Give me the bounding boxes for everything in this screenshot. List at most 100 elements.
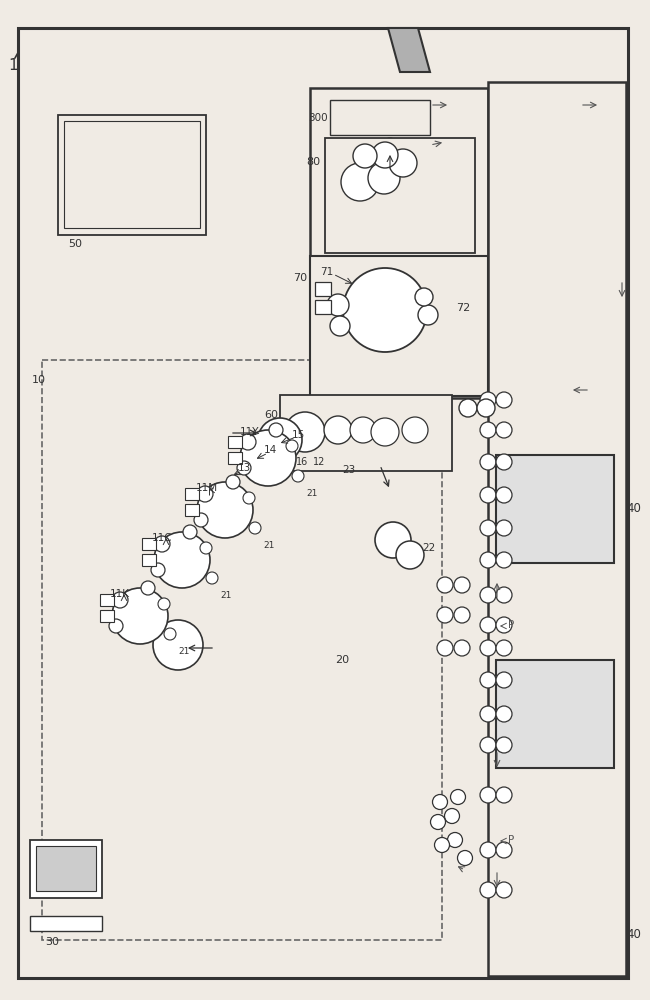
Circle shape <box>437 607 453 623</box>
Circle shape <box>480 672 496 688</box>
Text: 21: 21 <box>178 647 189 656</box>
Bar <box>64 121 200 228</box>
Text: 30: 30 <box>45 937 59 947</box>
Circle shape <box>496 587 512 603</box>
Circle shape <box>197 486 213 502</box>
Circle shape <box>496 454 512 470</box>
Text: 11K: 11K <box>110 589 130 599</box>
Circle shape <box>496 882 512 898</box>
Bar <box>330 100 430 135</box>
Circle shape <box>496 552 512 568</box>
Text: 14: 14 <box>264 445 278 455</box>
Circle shape <box>226 475 240 489</box>
Circle shape <box>383 138 397 152</box>
Circle shape <box>375 522 411 558</box>
Bar <box>100 610 114 622</box>
Circle shape <box>496 617 512 633</box>
Circle shape <box>480 552 496 568</box>
Bar <box>310 88 488 398</box>
Text: 21: 21 <box>220 590 231 599</box>
Text: 22: 22 <box>422 543 436 553</box>
Bar <box>100 594 114 606</box>
Bar <box>496 455 614 563</box>
Circle shape <box>240 434 256 450</box>
Circle shape <box>151 563 165 577</box>
Circle shape <box>447 832 463 848</box>
Circle shape <box>164 628 176 640</box>
Circle shape <box>480 737 496 753</box>
Circle shape <box>480 787 496 803</box>
Text: 1: 1 <box>8 57 18 73</box>
Circle shape <box>496 520 512 536</box>
Circle shape <box>243 492 255 504</box>
Circle shape <box>496 422 512 438</box>
Bar <box>36 846 96 891</box>
Circle shape <box>477 399 495 417</box>
Circle shape <box>141 581 155 595</box>
Circle shape <box>480 392 496 408</box>
Bar <box>325 138 475 253</box>
Text: 21: 21 <box>263 540 274 550</box>
Text: P: P <box>508 835 514 845</box>
Circle shape <box>496 672 512 688</box>
Circle shape <box>112 588 168 644</box>
Bar <box>30 916 102 931</box>
Text: 300: 300 <box>308 113 328 123</box>
Bar <box>58 115 206 235</box>
Text: P: P <box>508 620 514 630</box>
Circle shape <box>197 482 253 538</box>
Circle shape <box>200 542 212 554</box>
Circle shape <box>496 392 512 408</box>
Text: 16: 16 <box>296 457 308 467</box>
Text: 12: 12 <box>313 457 326 467</box>
Circle shape <box>480 706 496 722</box>
Circle shape <box>292 470 304 482</box>
Circle shape <box>154 536 170 552</box>
Circle shape <box>496 787 512 803</box>
Circle shape <box>480 587 496 603</box>
Circle shape <box>206 572 218 584</box>
Circle shape <box>480 520 496 536</box>
Text: 15: 15 <box>292 430 306 440</box>
Circle shape <box>480 454 496 470</box>
Circle shape <box>450 790 465 804</box>
Circle shape <box>454 607 470 623</box>
Circle shape <box>350 417 376 443</box>
Circle shape <box>237 461 251 475</box>
Bar <box>228 436 242 448</box>
Circle shape <box>434 838 450 852</box>
Circle shape <box>327 294 349 316</box>
Circle shape <box>249 522 261 534</box>
Bar <box>310 256 488 396</box>
Circle shape <box>480 882 496 898</box>
Circle shape <box>415 288 433 306</box>
Circle shape <box>109 619 123 633</box>
Circle shape <box>341 163 379 201</box>
Circle shape <box>496 487 512 503</box>
Circle shape <box>285 412 325 452</box>
Circle shape <box>154 532 210 588</box>
Circle shape <box>402 417 428 443</box>
Circle shape <box>286 440 298 452</box>
Circle shape <box>480 842 496 858</box>
Circle shape <box>480 640 496 656</box>
Text: 11M: 11M <box>196 483 218 493</box>
Circle shape <box>324 416 352 444</box>
Text: 50: 50 <box>68 239 82 249</box>
Circle shape <box>269 423 283 437</box>
Text: 11C: 11C <box>152 533 173 543</box>
Circle shape <box>353 144 377 168</box>
Polygon shape <box>388 28 430 72</box>
Bar <box>228 452 242 464</box>
Text: 40: 40 <box>626 502 641 514</box>
Text: 60: 60 <box>264 410 278 420</box>
Text: 11Y: 11Y <box>240 427 259 437</box>
Text: 10: 10 <box>32 375 46 385</box>
Circle shape <box>459 399 477 417</box>
Text: 20: 20 <box>335 655 349 665</box>
Circle shape <box>153 620 203 670</box>
Circle shape <box>496 842 512 858</box>
Bar <box>315 282 331 296</box>
Circle shape <box>430 814 445 830</box>
Circle shape <box>330 316 350 336</box>
